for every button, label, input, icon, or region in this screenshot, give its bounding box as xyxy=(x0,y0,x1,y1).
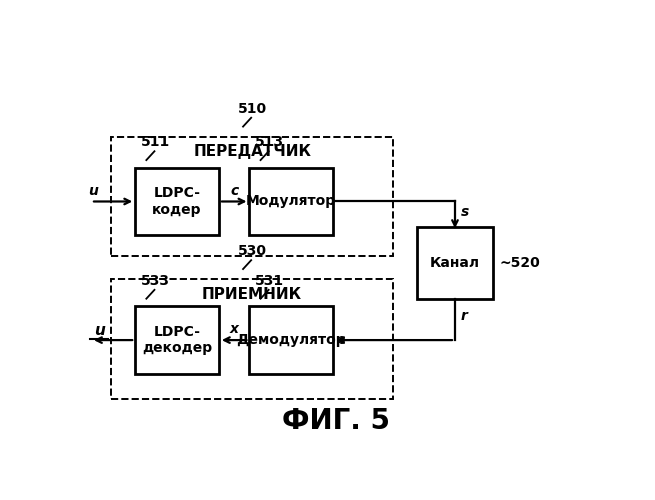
Text: ПЕРЕДАТЧИК: ПЕРЕДАТЧИК xyxy=(193,144,311,159)
Text: Канал: Канал xyxy=(430,256,480,270)
Text: 511: 511 xyxy=(141,136,170,149)
Text: ~520: ~520 xyxy=(499,256,540,270)
Text: x: x xyxy=(230,322,238,336)
Bar xyxy=(135,168,219,235)
Text: Модулятор: Модулятор xyxy=(246,194,336,208)
Text: ПРИЕМНИК: ПРИЕМНИК xyxy=(202,286,302,302)
Bar xyxy=(250,306,333,374)
Text: u: u xyxy=(88,184,98,198)
Text: c: c xyxy=(230,184,238,198)
Text: Демодулятор: Демодулятор xyxy=(236,333,346,347)
Text: u: u xyxy=(94,323,105,338)
Text: LDPC-
декодер: LDPC- декодер xyxy=(142,325,212,355)
Text: 531: 531 xyxy=(255,274,284,288)
Text: r: r xyxy=(461,308,468,322)
Text: LDPC-
кодер: LDPC- кодер xyxy=(153,186,202,216)
Text: 513: 513 xyxy=(255,136,284,149)
Bar xyxy=(417,228,493,298)
Text: ФИГ. 5: ФИГ. 5 xyxy=(282,408,390,436)
Text: 530: 530 xyxy=(238,244,267,258)
Bar xyxy=(111,280,393,399)
Text: 533: 533 xyxy=(141,274,170,288)
Bar xyxy=(250,168,333,235)
Bar xyxy=(135,306,219,374)
Bar xyxy=(111,137,393,256)
Text: 510: 510 xyxy=(238,102,267,116)
Text: s: s xyxy=(461,205,470,219)
